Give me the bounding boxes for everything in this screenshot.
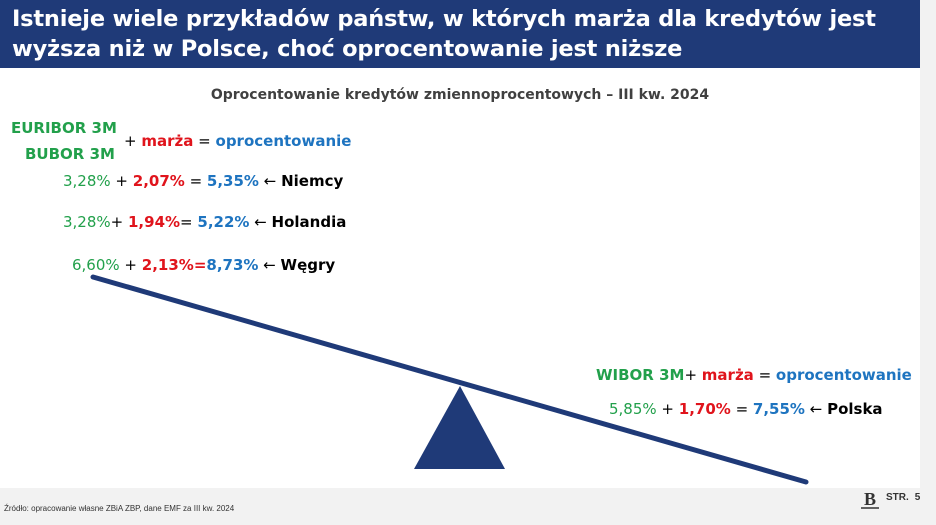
page-number: STR. 5 — [886, 492, 920, 503]
arrow-left-icon: ← — [258, 172, 282, 190]
rate-label: oprocentowanie — [775, 366, 912, 384]
base-rate: 6,60% — [72, 256, 120, 274]
equals-sign: = — [180, 213, 198, 231]
zbp-logo-icon: B — [858, 487, 882, 515]
row-hungary: 6,60% + 2,13%=8,73% ← Węgry — [72, 256, 335, 274]
header-bar: Istnieje wiele przykładów państw, w któr… — [0, 0, 920, 68]
equals-sign: = — [753, 366, 776, 384]
slide: Istnieje wiele przykładów państw, w któr… — [0, 0, 920, 488]
seesaw-beam — [90, 274, 809, 485]
base-rate: 5,85% — [609, 400, 657, 418]
margin-value: 2,07% — [132, 172, 185, 190]
plus-sign: + — [110, 213, 128, 231]
row-germany: 3,28% + 2,07% = 5,35% ← Niemcy — [63, 172, 343, 190]
rate-value: 7,55% — [752, 400, 805, 418]
equals-sign: = — [184, 172, 207, 190]
plus-sign: + — [656, 400, 679, 418]
seesaw-fulcrum — [414, 386, 505, 469]
plus-sign: + — [684, 366, 702, 384]
page-label: STR. — [886, 492, 909, 503]
right-formula: WIBOR 3M+ marża = oprocentowanie — [596, 366, 912, 384]
country-name: Polska — [827, 400, 883, 418]
country-name: Węgry — [280, 256, 336, 274]
row-netherlands: 3,28%+ 1,94%= 5,22% ← Holandia — [63, 213, 346, 231]
rate-value: 5,22% — [197, 213, 250, 231]
row-poland: 5,85% + 1,70% = 7,55% ← Polska — [609, 400, 883, 418]
margin-value: 1,70% — [678, 400, 731, 418]
country-name: Niemcy — [281, 172, 344, 190]
arrow-left-icon: ← — [258, 256, 281, 274]
page-value: 5 — [914, 492, 921, 503]
margin-label: marża — [141, 132, 194, 150]
wibor-label: WIBOR 3M — [596, 366, 685, 384]
margin-value: 1,94% — [128, 213, 181, 231]
slide-title-line-2: wyższa niż w Polsce, choć oprocentowanie… — [12, 36, 683, 62]
base-rate: 3,28% — [63, 213, 111, 231]
arrow-left-icon: ← — [249, 213, 272, 231]
seesaw-graphic — [90, 274, 809, 485]
euribor-label: EURIBOR 3M — [11, 119, 117, 137]
base-rate: 3,28% — [63, 172, 111, 190]
logo-letter: B — [864, 489, 876, 509]
margin-value: 2,13% — [141, 256, 194, 274]
rate-value: 8,73% — [206, 256, 259, 274]
rate-value: 5,35% — [206, 172, 259, 190]
plus-sign: + — [124, 132, 137, 150]
bubor-label: BUBOR 3M — [25, 145, 115, 163]
arrow-left-icon: ← — [804, 400, 828, 418]
margin-label: marża — [701, 366, 754, 384]
left-formula: + marża = oprocentowanie — [124, 132, 351, 150]
equals-sign: = — [193, 256, 207, 274]
equals-sign: = — [730, 400, 753, 418]
country-name: Holandia — [271, 213, 347, 231]
rate-label: oprocentowanie — [215, 132, 352, 150]
chart-title: Oprocentowanie kredytów zmiennoprocentow… — [210, 87, 710, 103]
equals-sign: = — [198, 132, 211, 150]
source-note: Źródło: opracowanie własne ZBiA ZBP, dan… — [4, 504, 235, 513]
plus-sign: + — [119, 256, 142, 274]
slide-title-line-1: Istnieje wiele przykładów państw, w któr… — [12, 6, 876, 32]
plus-sign: + — [110, 172, 133, 190]
